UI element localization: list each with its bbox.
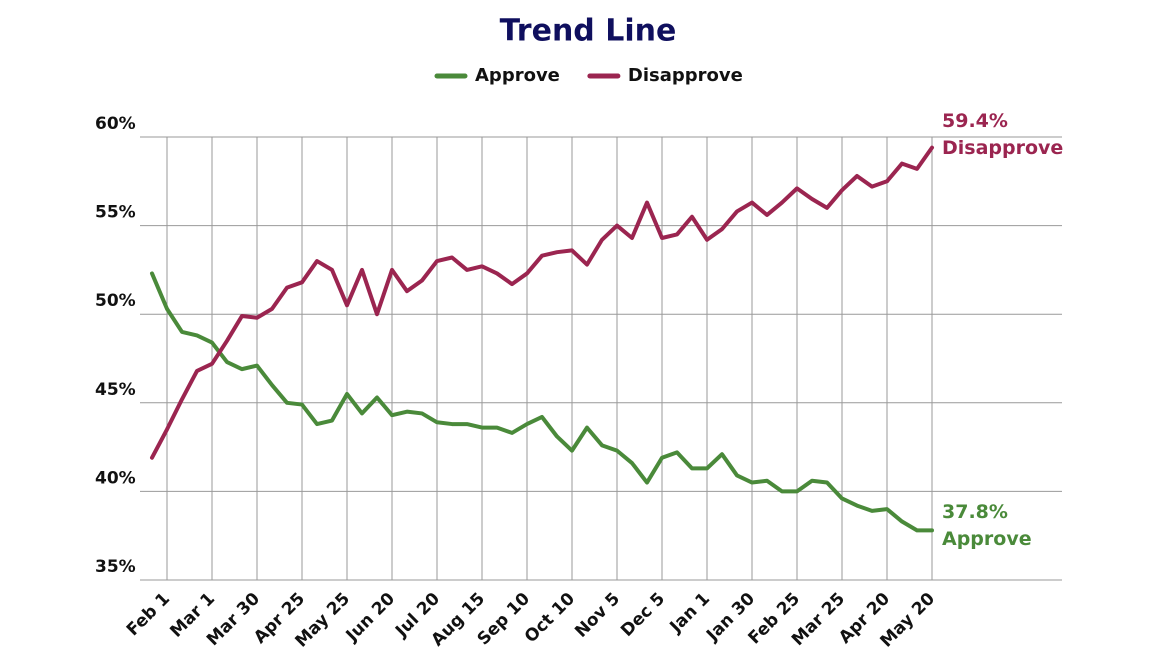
y-tick-label: 40% bbox=[95, 468, 136, 488]
y-tick-label: 45% bbox=[95, 380, 136, 400]
end-name-label: Approve bbox=[942, 528, 1032, 550]
legend-label: Approve bbox=[475, 65, 560, 86]
series-line bbox=[150, 271, 934, 533]
y-tick-label: 55% bbox=[95, 203, 136, 223]
x-tick-label: Nov 5 bbox=[571, 589, 624, 642]
x-tick-label: Oct 10 bbox=[521, 589, 579, 647]
end-value-label: 59.4% bbox=[942, 110, 1008, 132]
end-name-label: Disapprove bbox=[942, 137, 1063, 159]
y-tick-label: 60% bbox=[95, 114, 136, 134]
y-tick-label: 35% bbox=[95, 557, 136, 577]
chart-title: Trend Line bbox=[500, 14, 677, 49]
x-tick-label: Feb 1 bbox=[123, 589, 174, 640]
series-line bbox=[150, 145, 934, 460]
x-tick-label: Dec 5 bbox=[617, 589, 669, 641]
legend-label: Disapprove bbox=[628, 65, 743, 86]
y-tick-label: 50% bbox=[95, 291, 136, 311]
end-value-label: 37.8% bbox=[942, 501, 1008, 523]
x-tick-label: Jun 20 bbox=[342, 589, 399, 646]
